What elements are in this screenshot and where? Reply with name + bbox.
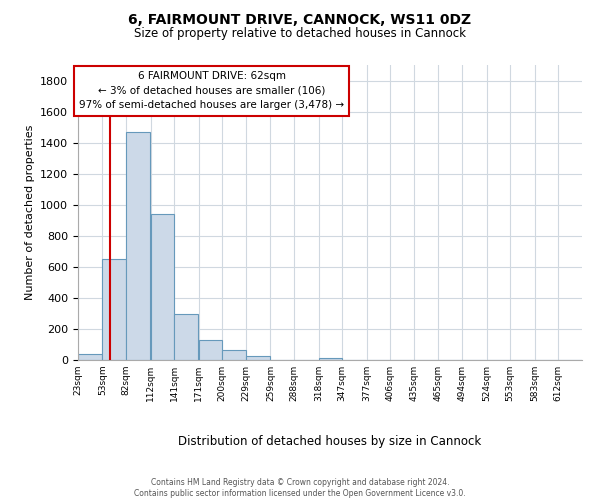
Bar	[246, 356, 269, 360]
Bar	[103, 259, 126, 360]
Text: Size of property relative to detached houses in Cannock: Size of property relative to detached ho…	[134, 28, 466, 40]
Bar	[126, 132, 150, 360]
Y-axis label: Number of detached properties: Number of detached properties	[25, 125, 35, 300]
Bar	[78, 354, 101, 360]
Bar	[199, 340, 223, 360]
Bar	[174, 314, 198, 360]
Bar	[319, 358, 342, 360]
Bar	[223, 350, 246, 360]
Bar	[151, 214, 174, 360]
Text: 6 FAIRMOUNT DRIVE: 62sqm
← 3% of detached houses are smaller (106)
97% of semi-d: 6 FAIRMOUNT DRIVE: 62sqm ← 3% of detache…	[79, 71, 344, 110]
Text: Contains HM Land Registry data © Crown copyright and database right 2024.
Contai: Contains HM Land Registry data © Crown c…	[134, 478, 466, 498]
Text: 6, FAIRMOUNT DRIVE, CANNOCK, WS11 0DZ: 6, FAIRMOUNT DRIVE, CANNOCK, WS11 0DZ	[128, 12, 472, 26]
Text: Distribution of detached houses by size in Cannock: Distribution of detached houses by size …	[178, 435, 482, 448]
